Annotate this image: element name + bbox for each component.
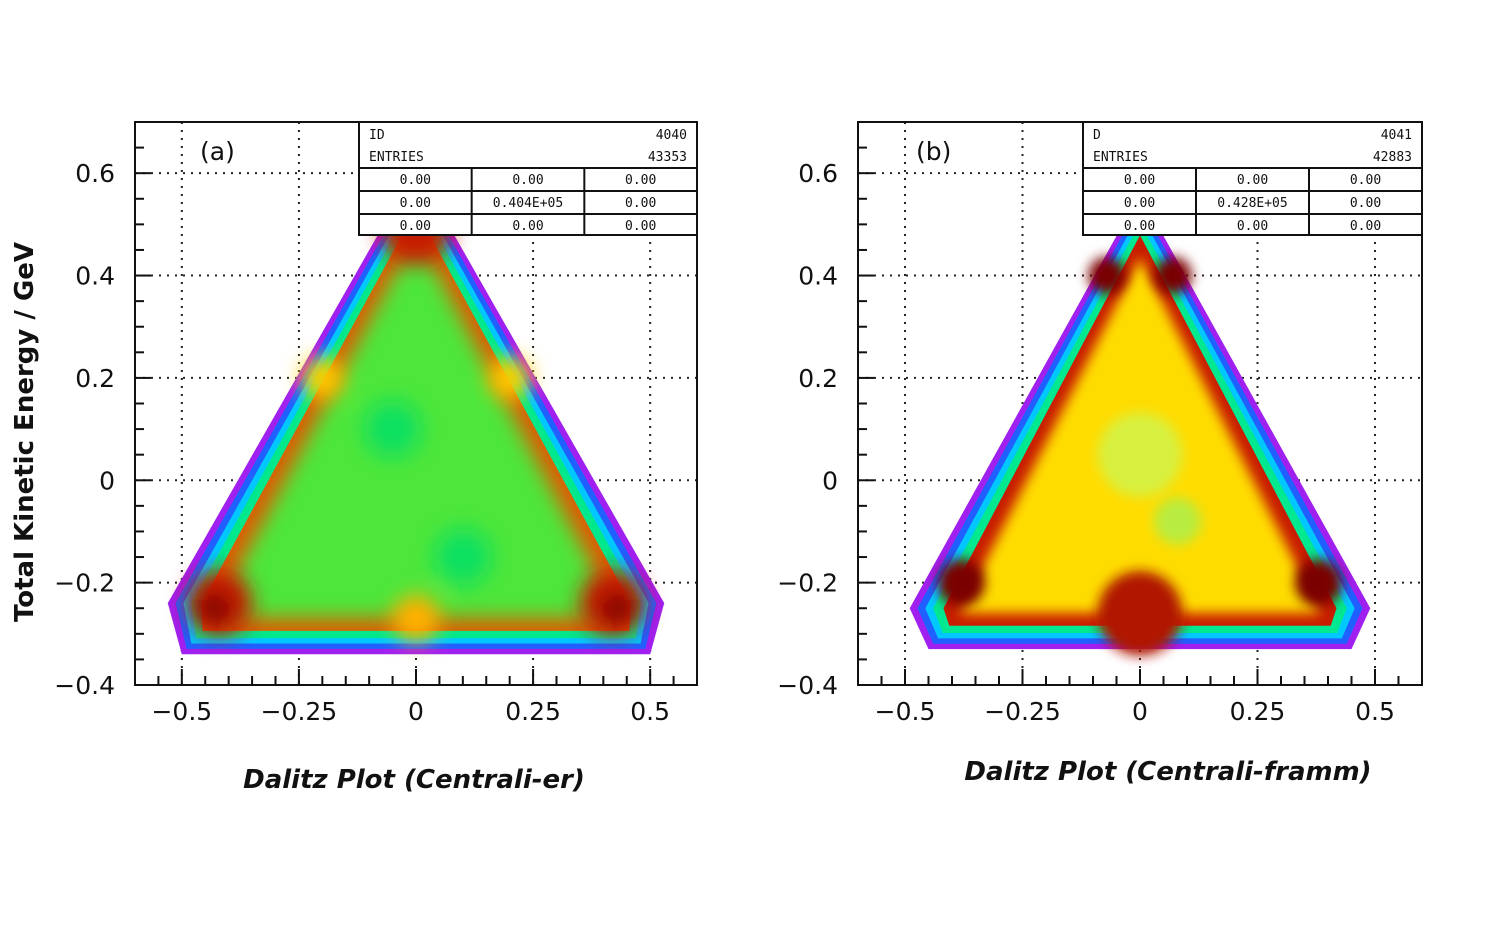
stats-cell: 0.404E+05 [493,196,563,211]
x-tick-label: 0.5 [630,697,670,726]
y-tick-label: −0.4 [54,671,115,700]
stats-cell: 0.00 [1350,173,1381,188]
x-tick-label: 0 [408,697,424,726]
y-tick-label: 0.6 [798,159,838,188]
y-tick-label: 0.2 [798,364,838,393]
x-tick-label: 0.25 [505,697,561,726]
stats-cell: 0.00 [1124,196,1155,211]
stats-cell: 0.00 [1124,173,1155,188]
panel-a: −0.5 −0.25 0 0.25 0.5−0.4−0.200.20.40.6 (a) … [54,121,698,795]
stats-value: 43353 [648,150,687,165]
x-tick-label: 0.25 [1230,697,1286,726]
stats-value: 4041 [1381,128,1412,143]
panel-b: −0.5 −0.25 0 0.25 0.5−0.4−0.200.20.40.6 (b) … [777,121,1423,787]
stats-value: 42883 [1373,150,1412,165]
density-hotspot [1154,256,1192,295]
y-tick-label: 0.6 [75,159,115,188]
panel-label-b: (b) [916,137,951,166]
density-hotspot [1097,571,1183,656]
stats-label: ID [369,128,385,143]
y-tick-label: −0.2 [777,569,838,598]
density-hotspots [937,256,1343,656]
density-hotspot [301,356,344,399]
x-tick-label: −0.5 [875,697,936,726]
x-axis-label-a: Dalitz Plot (Centrali-er) [243,765,585,795]
stats-cell: 0.00 [625,173,656,188]
stats-label: ENTRIES [369,150,424,165]
stats-label: ENTRIES [1093,150,1148,165]
density-hotspot [600,591,634,625]
stats-box-b: D 4041 ENTRIES 42883 0.00 0.00 0.00 0.00 0.428E+… [1082,121,1423,236]
stats-box-frame [1082,121,1423,236]
density-hotspot [392,595,440,642]
y-axis-label: Total Kinetic Energy / GeV [10,242,40,622]
stats-cell: 0.00 [1350,219,1381,234]
stats-cell: 0.00 [400,219,431,234]
density-hotspot [488,356,531,399]
x-tick-label: −0.25 [984,697,1061,726]
stats-box-frame [358,121,698,236]
stats-cell: 0.00 [1350,196,1381,211]
density-hotspot [434,528,491,586]
stats-cell: 0.00 [625,196,656,211]
y-tick-label: −0.2 [54,569,115,598]
density-hotspot [1097,412,1183,497]
y-tick-label: 0.2 [75,364,115,393]
x-tick-label: −0.5 [151,697,212,726]
y-tick-label: −0.4 [777,671,838,700]
stats-cell: 0.00 [1237,219,1268,234]
y-tick-label: 0.4 [75,262,115,291]
density-hotspot [1154,497,1202,545]
x-tick-label: 0.5 [1355,697,1395,726]
density-hotspot [1088,256,1126,295]
stats-cell: 0.00 [400,173,431,188]
stats-cell: 0.428E+05 [1217,196,1287,211]
stats-cell: 0.00 [512,173,543,188]
x-tick-label: 0 [1132,697,1148,726]
y-tick-label: 0 [99,466,115,495]
stats-value: 4040 [656,128,687,143]
density-hotspot [198,591,232,625]
stats-cell: 0.00 [1124,219,1155,234]
density-hotspot [937,559,985,607]
stats-label: D [1093,128,1101,143]
y-tick-label: 0 [822,466,838,495]
density-hotspot [364,400,421,458]
stats-cell: 0.00 [400,196,431,211]
x-axis-label-b: Dalitz Plot (Centrali-framm) [964,757,1371,787]
panel-label-a: (a) [200,137,235,166]
y-tick-label: 0.4 [798,262,838,291]
stats-box-a: ID 4040 ENTRIES 43353 0.00 0.00 0.00 0.00 0.404E… [358,121,698,236]
x-tick-label: −0.25 [261,697,338,726]
stats-cell: 0.00 [625,219,656,234]
density-hotspot [1295,559,1343,607]
stats-cell: 0.00 [1237,173,1268,188]
stats-cell: 0.00 [512,219,543,234]
